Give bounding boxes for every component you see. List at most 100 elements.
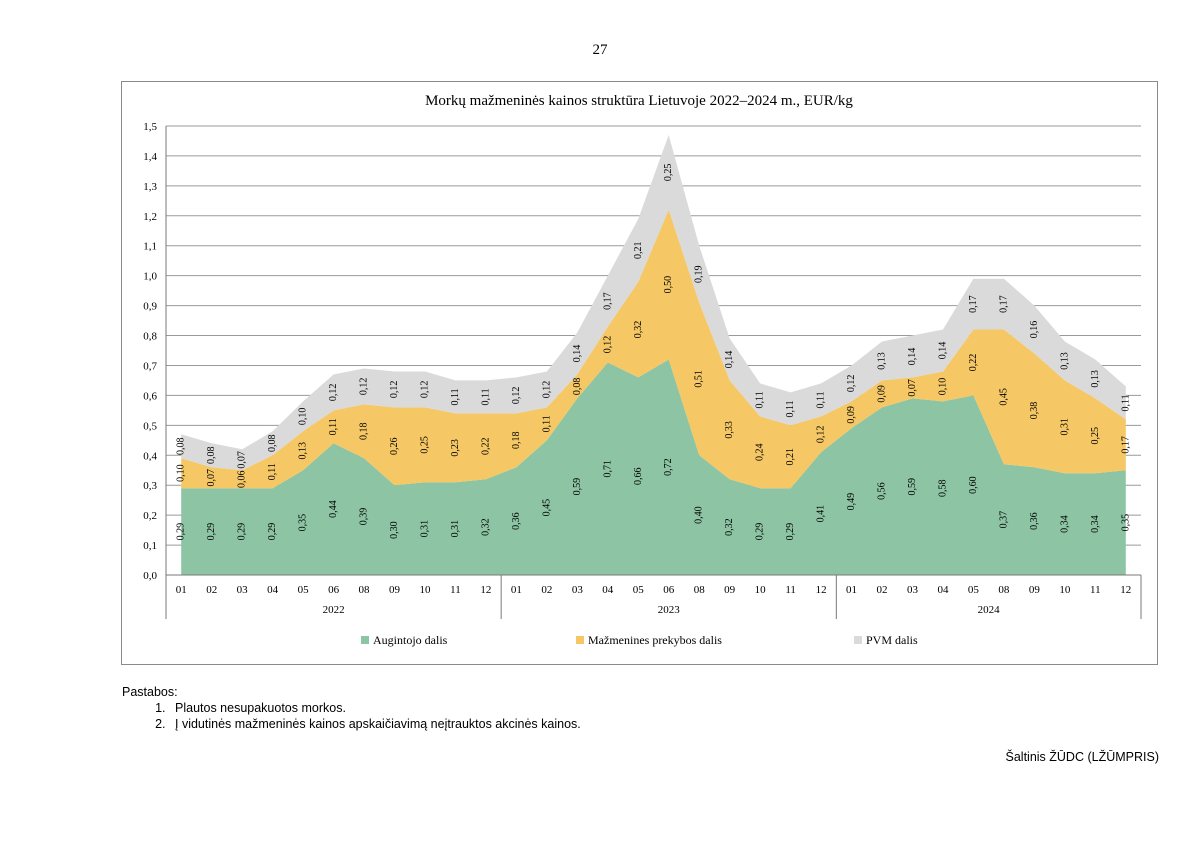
data-label: 0,29 (206, 523, 217, 541)
data-label: 0,11 (785, 400, 796, 417)
x-group-label: 2023 (658, 604, 681, 616)
data-label: 0,36 (1029, 512, 1040, 530)
y-tick-label: 0,2 (143, 510, 157, 522)
x-tick-label: 10 (755, 584, 767, 596)
data-label: 0,49 (846, 493, 857, 511)
notes-heading: Pastabos: (122, 685, 178, 699)
page-number: 27 (592, 42, 608, 58)
x-tick-label: 12 (816, 584, 827, 596)
data-label: 0,12 (389, 381, 400, 399)
legend-label: Mažmenines prekybos dalis (588, 633, 722, 647)
data-label: 0,17 (968, 295, 979, 313)
data-label: 0,12 (602, 336, 613, 354)
data-label: 0,33 (724, 421, 735, 439)
data-label: 0,29 (176, 523, 187, 541)
chart-frame (121, 81, 1158, 665)
y-tick-label: 1,4 (143, 151, 157, 163)
data-label: 0,10 (298, 408, 309, 426)
data-label: 0,31 (1059, 418, 1070, 436)
data-label: 0,41 (816, 505, 827, 522)
data-label: 0,21 (633, 241, 644, 259)
data-label: 0,11 (450, 388, 461, 405)
y-tick-label: 0,0 (143, 570, 157, 582)
data-label: 0,34 (1090, 515, 1101, 533)
data-label: 0,38 (1029, 402, 1040, 420)
x-tick-label: 06 (328, 584, 340, 596)
x-tick-label: 12 (1120, 584, 1131, 596)
data-label: 0,11 (755, 391, 766, 408)
x-tick-label: 02 (206, 584, 217, 596)
data-label: 0,59 (572, 478, 583, 496)
data-label: 0,23 (450, 439, 461, 457)
data-label: 0,31 (450, 520, 461, 538)
data-label: 0,12 (420, 381, 431, 399)
data-label: 0,72 (663, 458, 674, 476)
x-tick-label: 10 (419, 584, 431, 596)
x-tick-label: 11 (785, 584, 796, 596)
data-label: 0,06 (237, 470, 248, 488)
data-label: 0,12 (541, 381, 552, 399)
data-label: 0,17 (998, 295, 1009, 313)
data-label: 0,07 (237, 451, 248, 469)
data-label: 0,18 (511, 432, 522, 450)
data-label: 0,12 (816, 426, 827, 444)
data-label: 0,34 (1059, 515, 1070, 533)
notes: Pastabos: Plautos nesupakuotos morkos. Į… (122, 684, 581, 732)
y-tick-label: 1,5 (143, 121, 157, 133)
data-label: 0,26 (389, 438, 400, 456)
y-tick-label: 0,4 (143, 450, 157, 462)
data-label: 0,13 (1059, 352, 1070, 370)
data-label: 0,19 (694, 265, 705, 283)
x-tick-label: 08 (998, 584, 1010, 596)
x-tick-label: 09 (1029, 584, 1041, 596)
x-tick-label: 01 (176, 584, 187, 596)
data-label: 0,16 (1029, 321, 1040, 339)
data-label: 0,32 (724, 518, 735, 536)
data-label: 0,08 (572, 378, 583, 396)
x-tick-label: 04 (267, 584, 279, 596)
x-tick-label: 10 (1059, 584, 1071, 596)
x-tick-label: 09 (724, 584, 736, 596)
notes-list: Plautos nesupakuotos morkos. Į vidutinės… (122, 700, 581, 732)
y-tick-label: 1,3 (143, 181, 157, 193)
data-label: 0,29 (267, 523, 278, 541)
note-item: Plautos nesupakuotos morkos. (169, 700, 581, 716)
data-label: 0,25 (419, 436, 430, 454)
data-label: 0,36 (511, 512, 522, 530)
x-tick-label: 01 (511, 584, 522, 596)
y-tick-label: 0,1 (143, 540, 157, 552)
data-label: 0,35 (298, 514, 309, 532)
x-tick-label: 08 (694, 584, 706, 596)
x-tick-label: 05 (633, 584, 645, 596)
data-label: 0,35 (1120, 514, 1131, 532)
data-label: 0,11 (816, 391, 827, 408)
data-label: 0,17 (602, 292, 613, 310)
x-tick-label: 04 (602, 584, 614, 596)
data-label: 0,32 (480, 518, 491, 536)
area-producer (181, 359, 1126, 575)
data-label: 0,32 (633, 321, 644, 339)
x-tick-label: 09 (389, 584, 401, 596)
data-label: 0,37 (998, 511, 1009, 528)
data-label: 0,09 (846, 406, 857, 424)
data-label: 0,45 (998, 388, 1009, 406)
data-label: 0,51 (694, 370, 705, 388)
stacked-area-chart: Morkų mažmeninės kainos struktūra Lietuv… (143, 93, 1142, 647)
data-label: 0,14 (907, 348, 918, 366)
data-label: 0,14 (938, 342, 949, 360)
data-label: 0,07 (907, 379, 918, 397)
x-tick-label: 12 (480, 584, 491, 596)
y-tick-label: 1,2 (143, 211, 157, 223)
y-tick-label: 0,3 (143, 480, 157, 492)
data-label: 0,24 (755, 444, 766, 462)
y-tick-label: 1,1 (143, 241, 157, 253)
data-label: 0,40 (694, 506, 705, 524)
y-tick-label: 0,5 (143, 420, 157, 432)
y-tick-label: 0,8 (143, 331, 157, 343)
x-tick-label: 03 (572, 584, 584, 596)
data-label: 0,25 (663, 164, 674, 182)
data-label: 0,09 (877, 385, 888, 403)
y-tick-label: 1,0 (143, 271, 157, 283)
data-label: 0,59 (907, 478, 918, 496)
data-label: 0,29 (755, 523, 766, 541)
